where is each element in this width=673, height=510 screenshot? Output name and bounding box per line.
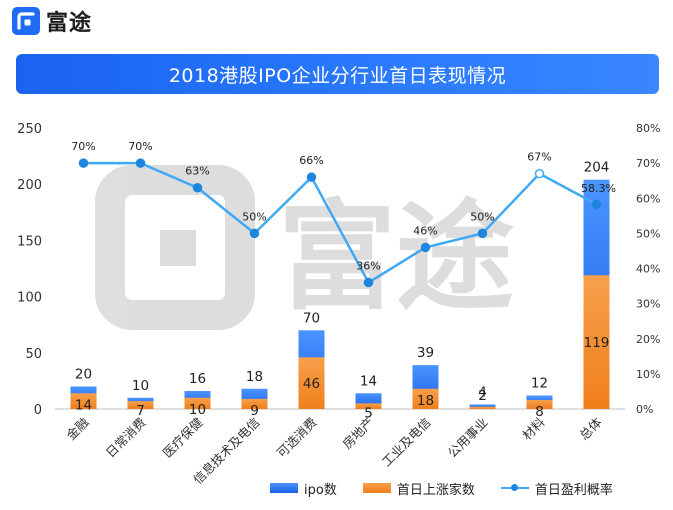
rate-point bbox=[135, 158, 146, 168]
rate-point bbox=[249, 228, 260, 239]
legend-item-up: 首日上涨家数 bbox=[362, 479, 475, 498]
bar-up bbox=[469, 406, 496, 409]
rate-point bbox=[78, 158, 89, 168]
data-label-rate: 67% bbox=[527, 151, 551, 164]
data-label-ipo: 18 bbox=[246, 369, 263, 385]
legend-item-rate: 首日盈利概率 bbox=[500, 479, 613, 498]
y-left-tick-label: 0 bbox=[34, 403, 42, 418]
data-label-ipo: 39 bbox=[417, 345, 434, 361]
rate-point bbox=[534, 168, 545, 179]
data-label-rate: 70% bbox=[71, 140, 95, 153]
data-label-ipo: 4 bbox=[478, 385, 487, 401]
data-label-ipo: 70 bbox=[303, 310, 320, 326]
data-label-rate: 36% bbox=[356, 260, 380, 273]
rate-point bbox=[477, 228, 488, 239]
y-right-tick-label: 80% bbox=[636, 122, 660, 135]
data-label-rate: 66% bbox=[299, 154, 323, 167]
bar-up bbox=[127, 401, 154, 409]
y-right-tick-label: 50% bbox=[636, 227, 660, 240]
legend-swatch-ipo bbox=[270, 483, 298, 493]
y-right-tick-label: 70% bbox=[636, 157, 660, 170]
bar-up bbox=[184, 397, 211, 409]
bar-up bbox=[583, 275, 610, 409]
data-label-rate: 58.3% bbox=[581, 182, 616, 195]
y-left-tick-label: 250 bbox=[17, 122, 42, 137]
data-label-up: 119 bbox=[584, 335, 610, 351]
data-label-up: 9 bbox=[250, 403, 259, 419]
legend-label-ipo: ipo数 bbox=[304, 482, 337, 498]
bar-up bbox=[241, 398, 268, 409]
data-label-ipo: 204 bbox=[584, 160, 610, 176]
legend-swatch-rate bbox=[500, 482, 529, 494]
data-label-ipo: 12 bbox=[531, 376, 548, 392]
rate-point bbox=[420, 242, 431, 253]
rate-point bbox=[591, 199, 602, 209]
chart-title: 2018港股IPO企业分行业首日表现情况 bbox=[168, 64, 507, 87]
data-label-up: 7 bbox=[136, 403, 145, 419]
y-right-tick-label: 20% bbox=[636, 333, 660, 346]
x-tick-label: 总体 bbox=[576, 414, 605, 443]
data-label-ipo: 14 bbox=[360, 373, 377, 389]
y-left-tick-label: 100 bbox=[17, 291, 42, 306]
data-label-up: 14 bbox=[75, 397, 92, 413]
rate-point bbox=[192, 182, 203, 193]
data-label-up: 46 bbox=[303, 376, 320, 392]
rate-point bbox=[306, 172, 317, 182]
data-label-rate: 50% bbox=[242, 210, 266, 223]
data-label-ipo: 10 bbox=[132, 378, 149, 394]
data-label-ipo: 16 bbox=[189, 371, 206, 387]
bar-up bbox=[298, 357, 325, 409]
data-label-up: 5 bbox=[364, 405, 373, 421]
y-right-tick-label: 60% bbox=[636, 192, 660, 205]
chart-title-bar: 2018港股IPO企业分行业首日表现情况 bbox=[16, 54, 659, 94]
watermark: 富途 bbox=[95, 165, 514, 330]
x-tick-label: 可选消费 bbox=[274, 415, 320, 461]
data-label-rate: 50% bbox=[470, 210, 494, 223]
y-left-tick-label: 150 bbox=[17, 234, 42, 249]
data-label-up: 8 bbox=[535, 404, 544, 420]
data-label-up: 2 bbox=[478, 388, 487, 404]
chart-line bbox=[78, 158, 602, 288]
chart-legend: ipo数 首日上涨家数 首日盈利概率 bbox=[270, 478, 639, 498]
chart-labels: 20 14 10 7 16 10 18 9 70 46 14 5 39 18 42 12 8 204 119 70% 7… bbox=[71, 140, 616, 421]
bar-up bbox=[355, 403, 382, 409]
chart-bars bbox=[70, 179, 610, 409]
y-left-tick-label: 200 bbox=[17, 178, 42, 193]
data-label-rate: 46% bbox=[413, 224, 437, 237]
data-label-up: 10 bbox=[189, 402, 206, 418]
x-tick-label: 医疗保健 bbox=[160, 414, 206, 460]
bar-up bbox=[526, 400, 553, 409]
y-right-tick-label: 40% bbox=[636, 263, 660, 276]
x-tick-label: 金融 bbox=[63, 414, 92, 443]
legend-swatch-up bbox=[362, 483, 391, 493]
data-label-ipo: 20 bbox=[75, 367, 92, 383]
brand-logo: 富途 bbox=[12, 6, 92, 36]
y-right-tick-label: 0% bbox=[636, 403, 653, 416]
futu-logo-icon bbox=[12, 7, 40, 35]
brand-name: 富途 bbox=[46, 11, 93, 36]
y-left-tick-label: 50 bbox=[25, 347, 42, 362]
bar-up bbox=[70, 393, 97, 409]
data-label-rate: 63% bbox=[185, 165, 209, 178]
x-tick-label: 公用事业 bbox=[445, 415, 491, 461]
rate-point bbox=[363, 277, 374, 288]
svg-text:富途: 富途 bbox=[278, 188, 514, 326]
x-tick-label: 日常消费 bbox=[103, 415, 149, 461]
legend-item-ipo: ipo数 bbox=[270, 479, 337, 498]
data-label-up: 18 bbox=[417, 393, 434, 409]
data-label-rate: 70% bbox=[128, 140, 152, 153]
legend-label-up: 首日上涨家数 bbox=[396, 482, 475, 498]
y-right-tick-label: 10% bbox=[636, 368, 660, 381]
bar-up bbox=[412, 388, 439, 409]
legend-label-rate: 首日盈利概率 bbox=[534, 482, 613, 498]
y-right-tick-label: 30% bbox=[636, 298, 660, 311]
x-tick-label: 工业及电信 bbox=[379, 415, 434, 470]
rate-line bbox=[83, 161, 598, 285]
